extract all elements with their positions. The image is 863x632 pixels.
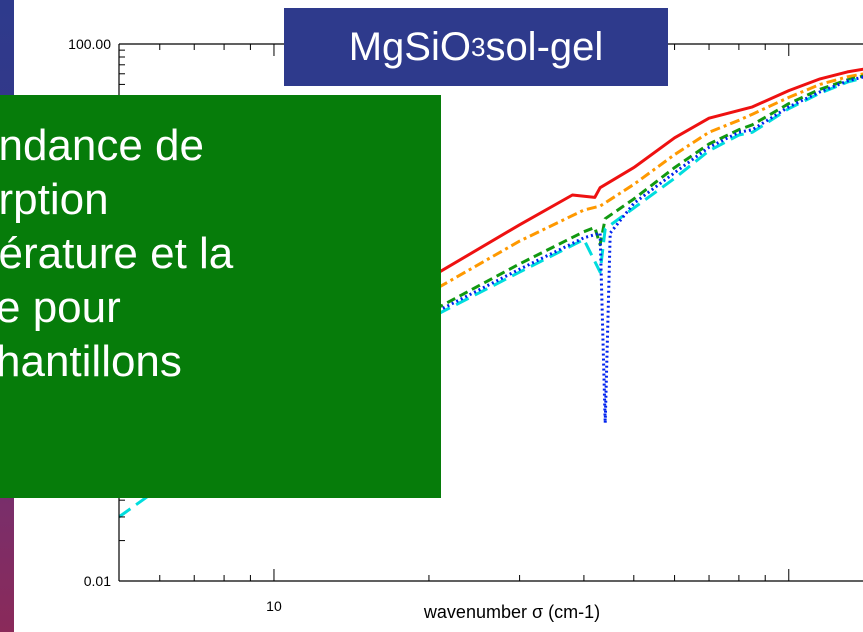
callout-text: endance de orption pérature et la ce pour ch…: [0, 119, 233, 389]
x-tick-label: 10: [266, 598, 282, 614]
callout-line: ce pour: [0, 283, 121, 332]
title-rest: sol-gel: [485, 24, 604, 69]
callout-line: orption: [0, 175, 109, 224]
y-tick-label: 100.00: [68, 36, 111, 52]
series-line-4: [119, 76, 863, 519]
callout-line: pérature et la: [0, 229, 234, 278]
line-chart: 10 100.00 0.01 wavenumber σ (cm-1): [68, 36, 863, 622]
series-line-1: [119, 67, 863, 438]
series-layer: [119, 67, 863, 519]
callout-line: endance de: [0, 121, 204, 170]
callout-line: chantillons: [0, 337, 182, 386]
series-line-2: [119, 72, 863, 449]
y-tick-label: 0.01: [84, 573, 111, 589]
series-line-3: [119, 74, 863, 462]
title-main: MgSiO: [348, 24, 471, 69]
x-axis-label: wavenumber σ (cm-1): [423, 602, 600, 622]
chart-title: MgSiO 3 sol-gel: [284, 8, 668, 86]
callout-box: endance de orption pérature et la ce pour ch…: [0, 95, 441, 498]
title-subscript: 3: [470, 31, 486, 62]
